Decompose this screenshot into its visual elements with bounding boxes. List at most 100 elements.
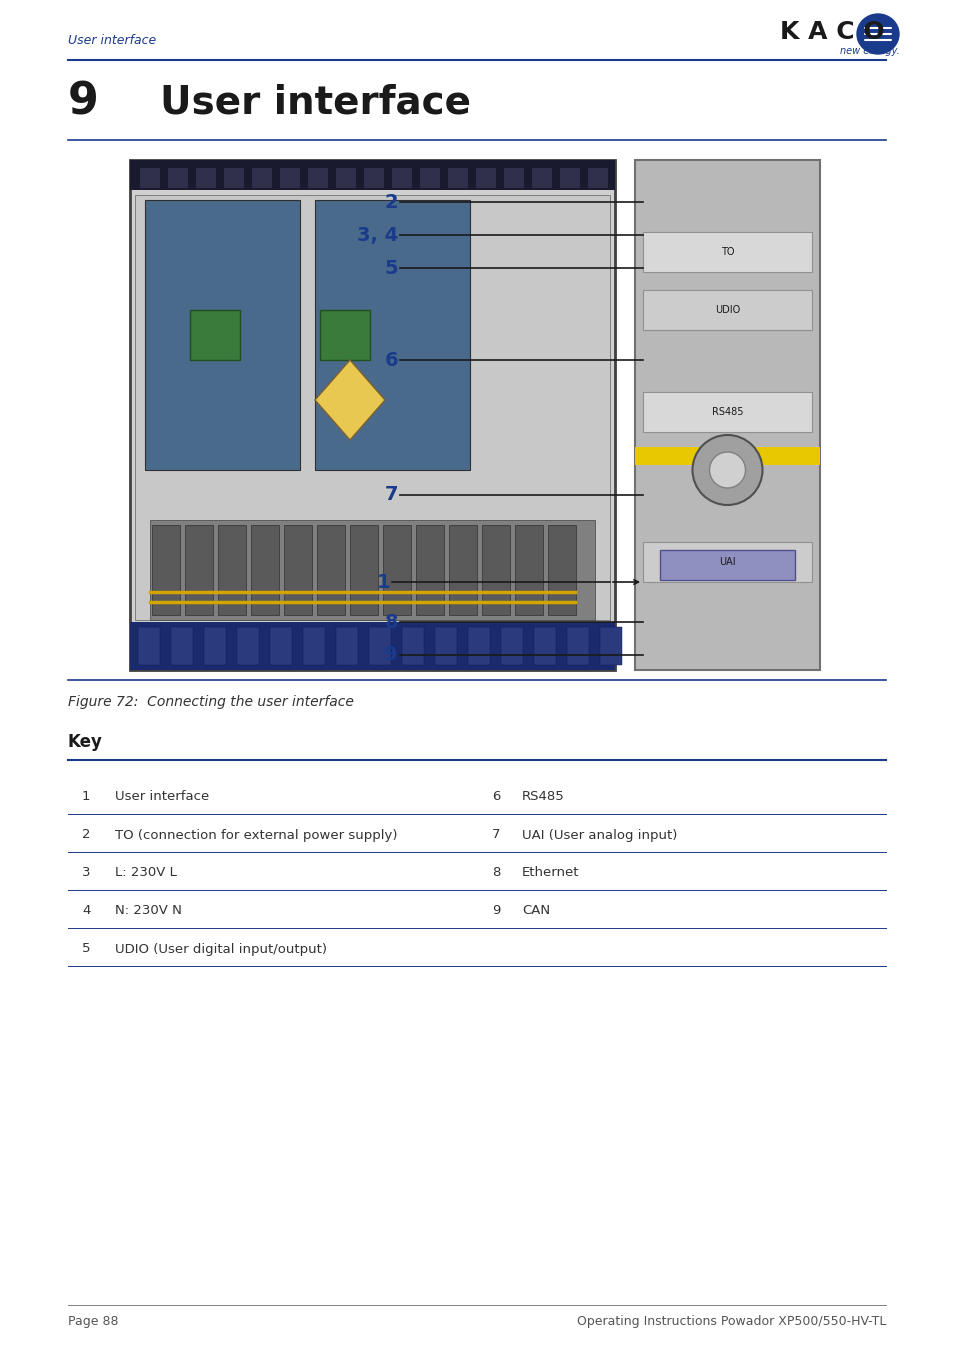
Bar bbox=[419, 167, 439, 188]
Bar bbox=[547, 525, 576, 616]
Bar bbox=[635, 161, 820, 670]
Text: UAI (User analog input): UAI (User analog input) bbox=[521, 829, 677, 841]
Bar bbox=[401, 626, 423, 666]
Bar bbox=[642, 290, 811, 329]
Bar bbox=[448, 167, 468, 188]
Bar bbox=[251, 525, 278, 616]
Bar bbox=[303, 626, 325, 666]
Bar bbox=[319, 310, 370, 360]
Bar bbox=[138, 626, 160, 666]
Text: new energy.: new energy. bbox=[840, 46, 899, 55]
Text: User interface: User interface bbox=[115, 791, 209, 803]
Bar bbox=[534, 626, 556, 666]
Text: 6: 6 bbox=[492, 791, 500, 803]
Text: Operating Instructions Powador XP500/550-HV-TL: Operating Instructions Powador XP500/550… bbox=[576, 1315, 885, 1328]
Bar bbox=[190, 310, 240, 360]
Text: N: 230V N: N: 230V N bbox=[115, 904, 182, 918]
Text: Figure 72:  Connecting the user interface: Figure 72: Connecting the user interface bbox=[68, 695, 354, 709]
Bar bbox=[392, 167, 412, 188]
Bar bbox=[168, 167, 188, 188]
Bar bbox=[481, 525, 510, 616]
Text: UDIO: UDIO bbox=[714, 305, 740, 315]
Text: 9: 9 bbox=[492, 904, 500, 918]
Text: User interface: User interface bbox=[68, 34, 156, 46]
Text: 7: 7 bbox=[492, 829, 500, 841]
Circle shape bbox=[692, 435, 761, 505]
Bar bbox=[587, 167, 607, 188]
Text: L: 230V L: L: 230V L bbox=[115, 867, 176, 879]
Polygon shape bbox=[314, 360, 385, 440]
Bar bbox=[350, 525, 377, 616]
Text: 6: 6 bbox=[384, 351, 397, 370]
Bar bbox=[382, 525, 411, 616]
Bar bbox=[150, 520, 595, 620]
Bar bbox=[284, 525, 312, 616]
Bar bbox=[503, 167, 523, 188]
Bar bbox=[599, 626, 621, 666]
Bar bbox=[316, 525, 345, 616]
Text: 1: 1 bbox=[82, 791, 91, 803]
Bar bbox=[476, 167, 496, 188]
Bar bbox=[500, 626, 522, 666]
Bar bbox=[185, 525, 213, 616]
Bar bbox=[364, 167, 384, 188]
Bar bbox=[566, 626, 588, 666]
Text: 5: 5 bbox=[82, 942, 91, 956]
Bar bbox=[642, 392, 811, 432]
Bar bbox=[449, 525, 476, 616]
Bar bbox=[270, 626, 292, 666]
Text: 8: 8 bbox=[384, 613, 397, 632]
Bar bbox=[559, 167, 579, 188]
Text: TO (connection for external power supply): TO (connection for external power supply… bbox=[115, 829, 397, 841]
Bar bbox=[335, 167, 355, 188]
Bar bbox=[468, 626, 490, 666]
Text: RS485: RS485 bbox=[521, 791, 564, 803]
Text: Ethernet: Ethernet bbox=[521, 867, 578, 879]
Text: User interface: User interface bbox=[160, 82, 471, 122]
Text: 5: 5 bbox=[384, 258, 397, 278]
Text: 2: 2 bbox=[82, 829, 91, 841]
Bar bbox=[145, 200, 299, 470]
Text: 3, 4: 3, 4 bbox=[356, 225, 397, 244]
Bar bbox=[642, 232, 811, 271]
Text: 9: 9 bbox=[68, 81, 99, 123]
Bar bbox=[130, 161, 615, 670]
Bar bbox=[130, 622, 615, 670]
Bar bbox=[252, 167, 272, 188]
Bar bbox=[236, 626, 258, 666]
Text: 3: 3 bbox=[82, 867, 91, 879]
Text: 7: 7 bbox=[384, 486, 397, 505]
Text: 4: 4 bbox=[82, 904, 91, 918]
Bar bbox=[416, 525, 443, 616]
Bar bbox=[130, 161, 615, 190]
Bar bbox=[135, 194, 609, 620]
Text: Key: Key bbox=[68, 733, 103, 751]
Text: CAN: CAN bbox=[521, 904, 550, 918]
Text: 2: 2 bbox=[384, 193, 397, 212]
Text: 9: 9 bbox=[384, 645, 397, 664]
Text: UAI: UAI bbox=[719, 558, 735, 567]
Text: Page 88: Page 88 bbox=[68, 1315, 118, 1328]
Bar bbox=[224, 167, 244, 188]
Bar bbox=[152, 525, 180, 616]
Bar bbox=[642, 541, 811, 582]
Bar bbox=[335, 626, 357, 666]
Bar bbox=[204, 626, 226, 666]
Bar bbox=[515, 525, 542, 616]
Bar bbox=[140, 167, 160, 188]
Text: UDIO (User digital input/output): UDIO (User digital input/output) bbox=[115, 942, 327, 956]
Bar bbox=[532, 167, 552, 188]
Text: 1: 1 bbox=[376, 572, 390, 591]
Circle shape bbox=[709, 452, 744, 487]
Bar bbox=[218, 525, 246, 616]
Bar bbox=[435, 626, 456, 666]
Bar bbox=[659, 549, 794, 580]
Text: RS485: RS485 bbox=[711, 406, 742, 417]
Bar bbox=[308, 167, 328, 188]
Bar bbox=[314, 200, 470, 470]
Bar bbox=[369, 626, 391, 666]
Bar bbox=[635, 447, 820, 464]
Bar bbox=[171, 626, 193, 666]
Text: 8: 8 bbox=[492, 867, 500, 879]
Bar bbox=[195, 167, 215, 188]
